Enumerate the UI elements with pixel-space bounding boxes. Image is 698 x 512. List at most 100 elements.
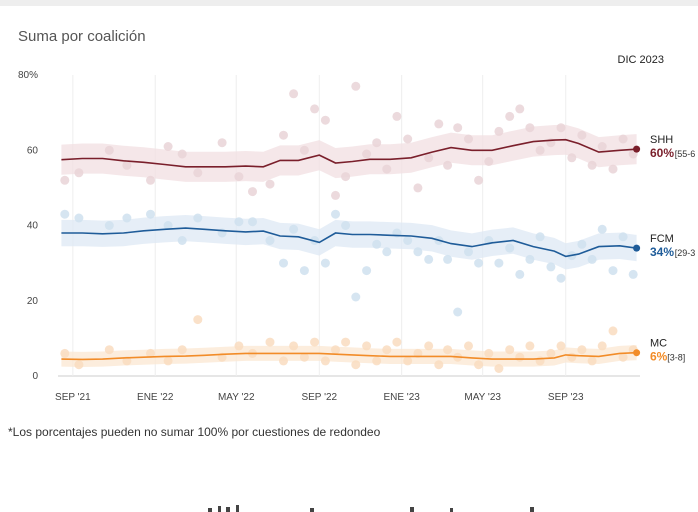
axes: 0 20 40 60 80% SEP '21 ENE '22 MAY '22 SEP '22 EN…	[18, 70, 584, 403]
fcm-poll-dot	[372, 239, 382, 249]
shh-poll-dot	[434, 119, 444, 129]
fcm-poll-dot	[331, 209, 340, 219]
mc-poll-dot	[546, 348, 556, 358]
shh-poll-dot	[265, 179, 275, 189]
shh-poll-dot	[484, 157, 494, 166]
fcm-poll-dot	[279, 258, 288, 268]
shh-band	[61, 124, 637, 182]
shh-poll-dot	[556, 123, 566, 133]
shh-poll-dot	[331, 190, 340, 200]
fcm-poll-dot	[177, 236, 187, 245]
mc-poll-dot	[234, 341, 244, 351]
mc-poll-dot	[362, 341, 372, 351]
fcm-poll-dot	[546, 262, 556, 272]
mc-poll-dot	[265, 337, 275, 347]
fcm-poll-dot	[341, 221, 351, 230]
mc-poll-dot	[163, 356, 173, 366]
x-tick-label: MAY '23	[464, 392, 501, 403]
shh-poll-dot	[279, 130, 288, 140]
shh-poll-dot	[146, 175, 155, 185]
mc-poll-dot	[372, 356, 382, 366]
fcm-poll-dot	[74, 213, 84, 223]
shh-poll-dot	[392, 111, 402, 121]
x-tick-label: ENE '23	[383, 392, 420, 403]
mc-poll-dot	[556, 341, 566, 351]
fcm-name-label: FCM	[650, 233, 674, 245]
x-tick-label: SEP '21	[55, 392, 91, 403]
fcm-poll-dot	[289, 224, 299, 234]
mc-poll-dot	[494, 364, 504, 373]
shh-poll-dot	[163, 142, 173, 151]
fcm-poll-dot	[597, 224, 607, 234]
shh-value-label: 60%	[650, 146, 674, 160]
shh-poll-dot	[525, 123, 535, 133]
shh-poll-dot	[372, 138, 382, 148]
shh-poll-dot	[515, 104, 525, 114]
shh-range-label: [55-6	[675, 149, 696, 159]
shh-poll-dot	[74, 168, 84, 178]
x-tick-label: SEP '22	[301, 392, 337, 403]
footnote: *Los porcentajes pueden no sumar 100% po…	[8, 425, 381, 439]
fcm-poll-dot	[608, 266, 618, 276]
fcm-end-dot	[633, 244, 641, 252]
y-tick-label: 20	[27, 296, 39, 307]
fcm-line	[61, 227, 637, 258]
shh-poll-dot	[351, 81, 361, 91]
fcm-poll-dot	[193, 213, 203, 223]
mc-poll-dot	[474, 360, 484, 370]
y-tick-label: 60	[27, 145, 39, 156]
fcm-poll-dot	[505, 243, 515, 253]
mc-poll-dot	[567, 352, 577, 362]
fcm-poll-dot	[587, 254, 597, 264]
shh-poll-dot	[597, 142, 607, 151]
mc-poll-dot	[403, 356, 413, 366]
mc-poll-dot	[608, 326, 618, 336]
mc-poll-dot	[505, 345, 515, 355]
fcm-poll-dot	[424, 254, 434, 264]
fcm-poll-dot	[515, 269, 525, 279]
mc-end-dot	[633, 349, 641, 357]
shh-poll-dot	[289, 89, 299, 99]
shh-poll-dot	[104, 145, 114, 155]
mc-poll-dot	[618, 352, 628, 362]
shh-poll-dot	[413, 183, 423, 193]
fcm-poll-dot	[382, 247, 392, 257]
mc-poll-dot	[515, 352, 525, 362]
fcm-poll-dot	[60, 209, 70, 219]
shh-end-dot	[633, 145, 641, 153]
mc-poll-dot	[341, 337, 351, 347]
mc-poll-dot	[484, 348, 494, 358]
mc-poll-dot	[434, 360, 444, 370]
shh-poll-dot	[494, 126, 504, 136]
fcm-poll-dot	[577, 239, 587, 249]
mc-poll-dot	[597, 341, 607, 351]
fcm-poll-dot	[248, 217, 257, 227]
mc-poll-dot	[331, 345, 340, 355]
shh-poll-dot	[193, 168, 203, 178]
fcm-poll-dot	[453, 307, 463, 317]
mc-line	[61, 351, 637, 361]
shh-poll-dot	[299, 145, 309, 155]
mc-poll-dot	[443, 345, 453, 355]
y-tick-label: 40	[27, 221, 39, 232]
fcm-value-label: 34%	[650, 245, 674, 259]
fcm-poll-dot	[351, 292, 361, 302]
shh-poll-dot	[382, 164, 392, 174]
fcm-poll-dot	[299, 266, 309, 276]
shh-poll-dot	[217, 138, 227, 148]
fcm-range-label: [29-3	[675, 248, 696, 258]
date-label: DIC 2023	[617, 54, 664, 66]
fcm-poll-dot	[122, 213, 132, 223]
mc-poll-dot	[289, 341, 299, 351]
shh-line	[61, 138, 637, 168]
shh-poll-dot	[177, 149, 187, 159]
shh-poll-dot	[234, 172, 244, 182]
shh-poll-dot	[505, 111, 515, 121]
shh-poll-dot	[474, 175, 484, 185]
fcm-poll-dot	[413, 247, 423, 257]
mc-poll-dot	[351, 360, 361, 370]
fcm-poll-dot	[474, 258, 484, 268]
shh-poll-dot	[453, 123, 463, 133]
fcm-poll-dot	[556, 273, 566, 283]
shh-poll-dot	[577, 130, 587, 140]
